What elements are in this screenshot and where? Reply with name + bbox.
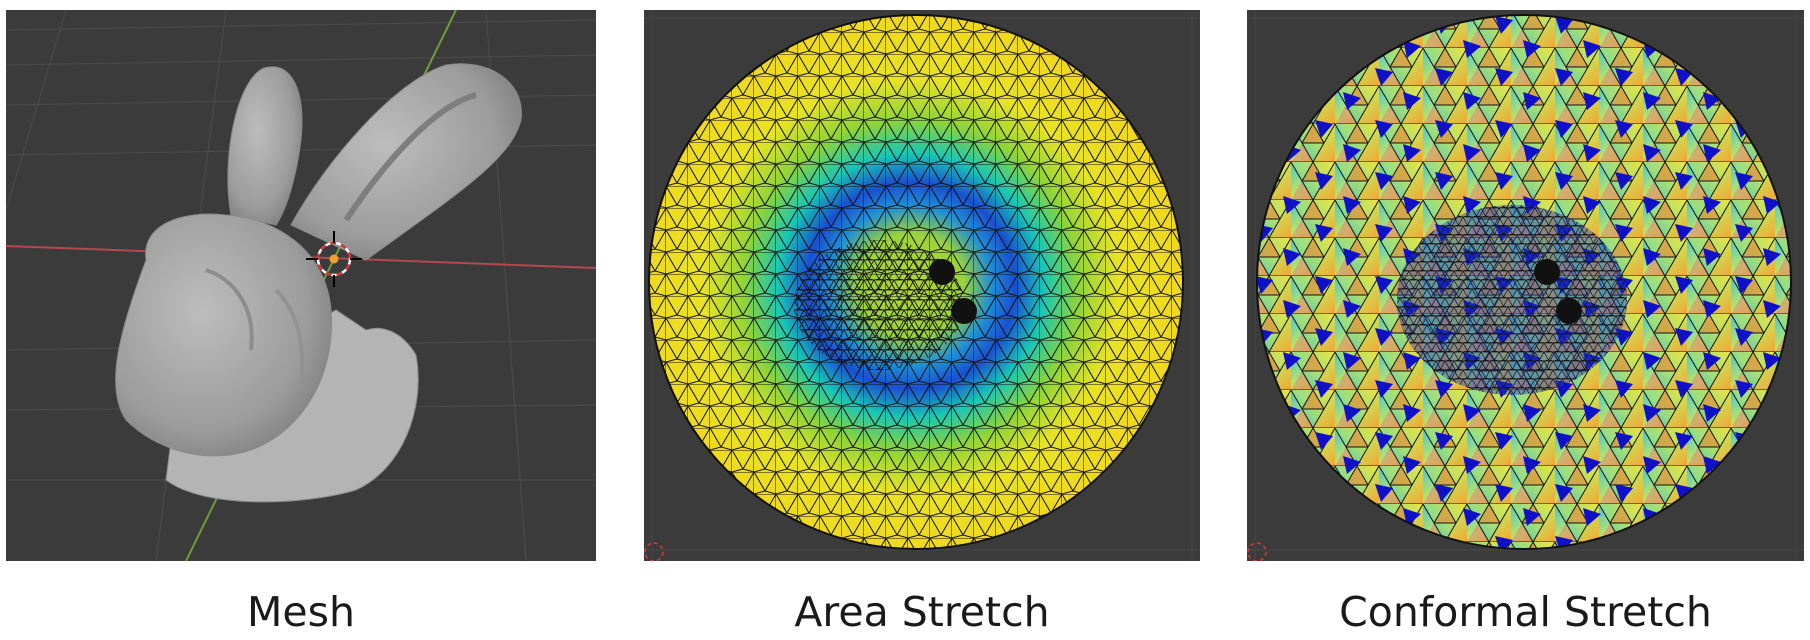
uv-editor-area-stretch[interactable] xyxy=(644,10,1200,561)
uv-boundary xyxy=(648,14,1184,550)
caption-area-stretch: Area Stretch xyxy=(794,588,1050,636)
uv-island-conformal[interactable] xyxy=(1247,10,1804,561)
3d-cursor-icon[interactable] xyxy=(306,231,362,287)
caption-conformal-stretch: Conformal Stretch xyxy=(1339,588,1712,636)
bunny-mesh[interactable] xyxy=(115,63,522,503)
mesh-viewport[interactable] xyxy=(6,10,596,561)
2d-cursor-icon xyxy=(644,542,664,561)
uv-editor-conformal-stretch[interactable] xyxy=(1247,10,1804,561)
uv-boundary xyxy=(1256,14,1792,550)
uv-island-area[interactable] xyxy=(644,10,1200,561)
2d-cursor-icon xyxy=(1247,542,1267,561)
caption-mesh: Mesh xyxy=(247,588,355,636)
